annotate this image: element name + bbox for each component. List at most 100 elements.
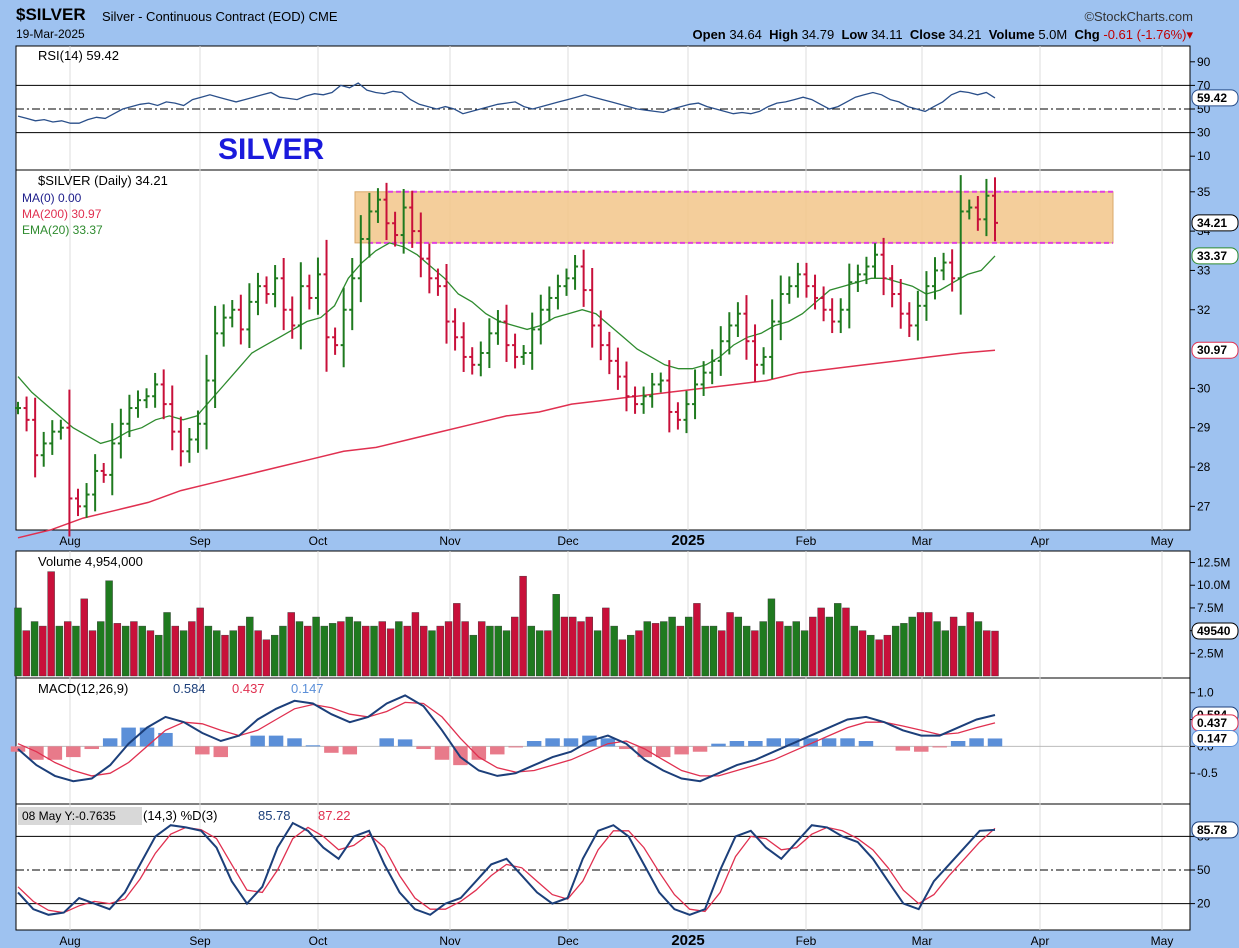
volume-bar [966,612,974,677]
volume-bar [585,616,593,677]
volume-bar [784,625,792,677]
x-tick-label: Sep [189,934,211,948]
x-tick-label: 2025 [671,532,704,549]
macd-histogram-bar [84,746,99,750]
volume-bar [527,625,536,677]
volume-bar [436,625,444,677]
volume-bar [751,630,759,677]
value-badge-label: 33.37 [1197,249,1227,263]
volume-bar [353,621,362,677]
stochastic-value-k: 85.78 [258,808,291,823]
stochastic-panel [15,803,1191,931]
rsi-legend: RSI(14) 59.42 [38,48,119,63]
volume-bar [345,616,353,677]
macd-signal-line [17,701,996,777]
y-tick-label: 1.0 [1197,686,1214,700]
volume-bar [618,639,627,677]
volume-bar [88,630,97,677]
volume-bar [800,630,809,677]
volume-bar [602,607,610,677]
volume-bar [850,625,858,677]
volume-bar [875,639,883,677]
macd-histogram-bar [490,746,505,755]
volume-bar [254,630,262,677]
macd-histogram-bar [287,738,302,747]
x-tick-label: Aug [59,534,80,548]
volume-bar [469,634,478,677]
tooltip-box [18,807,142,825]
x-tick-label: Apr [1031,934,1050,948]
contract-description: Silver - Continuous Contract (EOD) CME [102,9,338,24]
macd-histogram-bar [987,738,1003,747]
macd-histogram-bar [563,738,579,747]
volume-bar [958,625,966,677]
volume-bar [362,625,370,677]
macd-histogram-bar [655,746,671,758]
volume-bar [30,621,39,677]
grid-lines [69,46,1163,930]
volume-bar [411,612,420,677]
y-tick-label: 32 [1197,303,1211,317]
symbol-title: $SILVER [16,5,86,24]
x-tick-label: Aug [59,934,80,948]
stochastic-value-d: 87.22 [318,808,351,823]
x-tick-label: Mar [912,934,933,948]
macd-histogram-bar [784,738,800,747]
macd-histogram-bar [305,745,321,747]
volume-bar [842,607,850,677]
volume-bar [494,625,502,677]
y-tick-label: 10.0M [1197,578,1230,592]
macd-histogram-bar [29,746,44,760]
volume-bar [221,634,229,677]
high-value: 34.79 [801,27,835,42]
ohlc-summary: Open 34.64 High 34.79 Low 34.11 Close 34… [693,27,1193,43]
macd-histogram-bar [342,746,358,755]
price-legend-title: $SILVER (Daily) 34.21 [38,173,168,188]
volume-bar [833,603,842,677]
legend-ema20: EMA(20) 33.37 [22,223,103,237]
volume-bar [196,607,204,677]
y-tick-label: 28 [1197,460,1211,474]
open-label: Open [692,27,726,42]
macd-value-2: 0.437 [232,681,265,696]
volume-bar [908,616,916,677]
volume-bar [204,625,213,677]
macd-histogram-bar [729,741,745,747]
volume-bar [792,621,800,677]
macd-histogram-bar [674,746,689,755]
volume-bar [535,630,544,677]
macd-histogram-bar [213,746,229,758]
volume-bar [105,580,113,677]
volume-bar [63,621,72,677]
volume-bar [560,616,569,677]
macd-histogram-bar [434,746,450,760]
value-badge [1191,247,1239,265]
macd-histogram-bar [600,738,616,747]
macd-line [17,694,996,783]
low-label: Low [841,27,868,42]
ma200-line [17,349,996,539]
volume-bar [420,625,428,677]
y-tick-label: 30 [1197,381,1211,395]
volume-bar [55,625,64,677]
y-tick-label: 7.5M [1197,601,1224,615]
macd-histogram-bar [139,727,155,747]
macd-histogram-bar [379,738,394,747]
volume-value: 5.0M [1038,27,1068,42]
macd-histogram-bar [932,746,947,748]
volume-bar [825,616,834,677]
volume-bar [684,616,693,677]
volume-bar [113,623,122,677]
macd-value-3: 0.147 [291,681,324,696]
value-badge-label: 49540 [1197,624,1231,638]
x-tick-label: May [1151,934,1174,948]
volume-bar [643,621,651,677]
volume-bar [262,639,271,677]
volume-bar [742,625,751,677]
stochastic-k-line [17,821,996,916]
high-label: High [769,27,799,42]
volume-label: Volume [988,27,1035,42]
stochastic-legend: (14,3) %D(3) [143,808,217,823]
